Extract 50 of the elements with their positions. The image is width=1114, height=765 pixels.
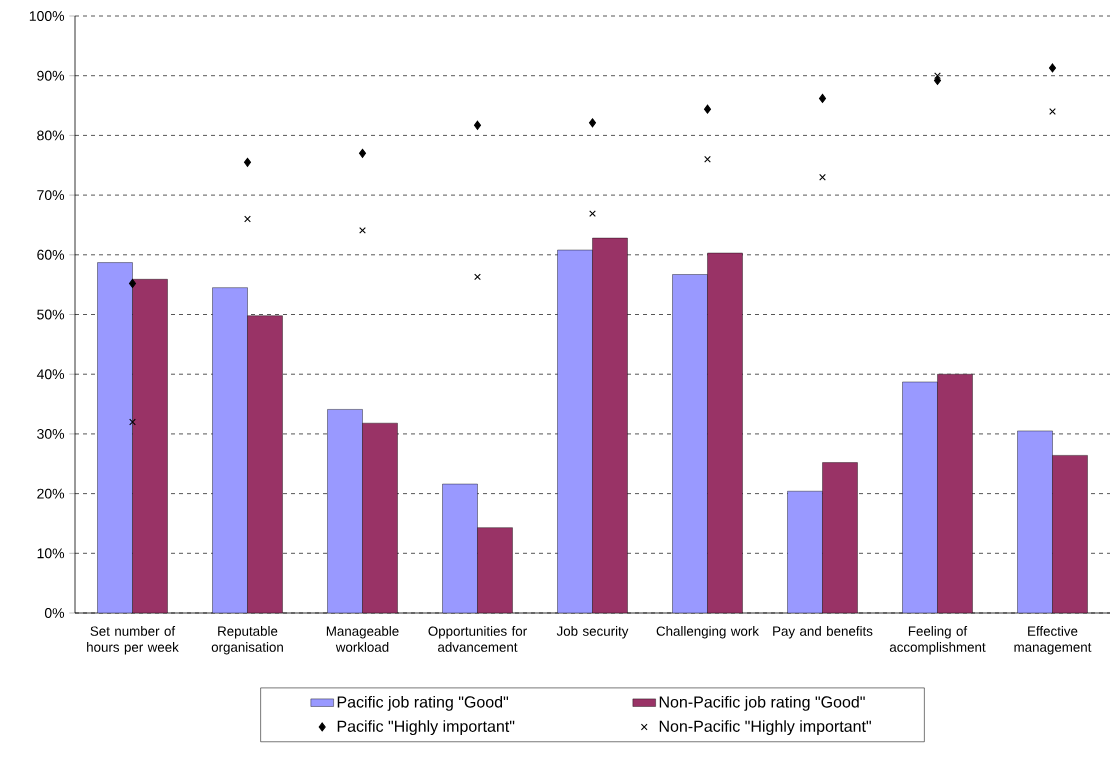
legend-label: Pacific "Highly important" bbox=[337, 720, 515, 736]
bar bbox=[247, 315, 283, 614]
y-tick-label: 0% bbox=[44, 608, 65, 618]
bar bbox=[477, 527, 513, 614]
bar bbox=[132, 279, 168, 614]
point bbox=[359, 226, 366, 234]
y-tick-label: 70% bbox=[37, 190, 65, 201]
x-tick-label: Set number of hours per week bbox=[87, 626, 179, 655]
legend-label: Non-Pacific job rating "Good" bbox=[659, 695, 865, 711]
point bbox=[243, 157, 252, 167]
point bbox=[934, 72, 941, 80]
bar bbox=[822, 462, 858, 614]
x-tick-label: Pay and benefits bbox=[773, 626, 873, 639]
y-tick-label: 80% bbox=[37, 130, 65, 141]
x-tick-label: Manageable workload bbox=[326, 626, 399, 652]
point bbox=[474, 273, 481, 281]
point bbox=[128, 278, 137, 288]
x-tick-label: Feeling of accomplishment bbox=[889, 626, 986, 655]
y-tick-label: 10% bbox=[37, 548, 65, 559]
bar bbox=[1052, 455, 1088, 614]
y-tick-label: 20% bbox=[37, 488, 65, 499]
x-tick-label: Challenging work bbox=[656, 626, 759, 639]
y-tick-label: 40% bbox=[36, 369, 65, 380]
x-tick-label: Job security bbox=[556, 626, 629, 639]
point bbox=[818, 93, 827, 103]
bar bbox=[362, 422, 398, 614]
x-tick-label: Effective management bbox=[1014, 626, 1092, 655]
x-tick-label: Opportunities for advancement bbox=[428, 626, 527, 652]
y-tick-label: 60% bbox=[37, 249, 65, 260]
y-tick-label: 30% bbox=[37, 428, 65, 439]
y-tick-label: 90% bbox=[37, 70, 65, 81]
point bbox=[358, 148, 367, 158]
bar bbox=[937, 374, 973, 614]
y-tick-label: 50% bbox=[37, 309, 65, 320]
point bbox=[703, 104, 712, 114]
point bbox=[704, 155, 711, 163]
bar bbox=[592, 237, 628, 614]
point bbox=[819, 173, 826, 181]
legend-label: Pacific job rating "Good" bbox=[337, 695, 509, 711]
bar bbox=[707, 252, 743, 614]
point bbox=[588, 118, 597, 128]
x-tick-label: Reputable organisation bbox=[211, 626, 283, 655]
y-tick-label: 100% bbox=[29, 11, 65, 21]
point bbox=[473, 120, 482, 130]
point bbox=[129, 418, 136, 426]
point bbox=[933, 75, 942, 86]
point bbox=[244, 215, 251, 223]
legend-label: Non-Pacific "Highly important" bbox=[659, 720, 871, 736]
point bbox=[589, 210, 596, 217]
point bbox=[1048, 63, 1057, 73]
